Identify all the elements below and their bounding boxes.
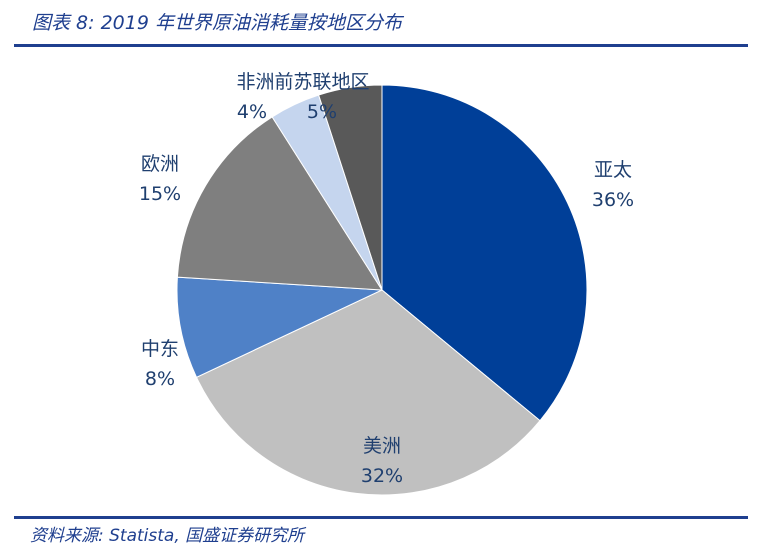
value-label-europe: 15% [139,183,181,205]
pie-labels: 亚太 36% 美洲 32% 中东 8% 欧洲 15% 非洲前苏联地区 4% 5% [139,71,634,487]
pie-slice-americas [195,289,541,496]
value-label-middle-east: 8% [145,368,175,390]
value-label-apac: 36% [592,189,634,211]
category-label-europe: 欧洲 [141,153,179,175]
pie-slice-europe [176,116,383,291]
value-label-americas: 32% [361,465,403,487]
category-label-africa-fsu: 非洲前苏联地区 [236,71,369,93]
value-label-fsu: 5% [307,101,337,123]
pie-slices [176,84,588,496]
source-note: 资料来源: Statista, 国盛证券研究所 [30,526,305,546]
category-label-americas: 美洲 [363,435,401,457]
pie-slice-apac [381,84,588,422]
source-rule [14,516,748,519]
pie-slice-fsu [318,84,383,291]
value-label-africa: 4% [237,101,267,123]
category-label-apac: 亚太 [594,159,632,181]
pie-slice-middle-east [176,276,383,378]
category-label-middle-east: 中东 [141,338,179,360]
title-rule [14,44,748,47]
figure-title: 图表 8: 2019 年世界原油消耗量按地区分布 [32,12,402,34]
